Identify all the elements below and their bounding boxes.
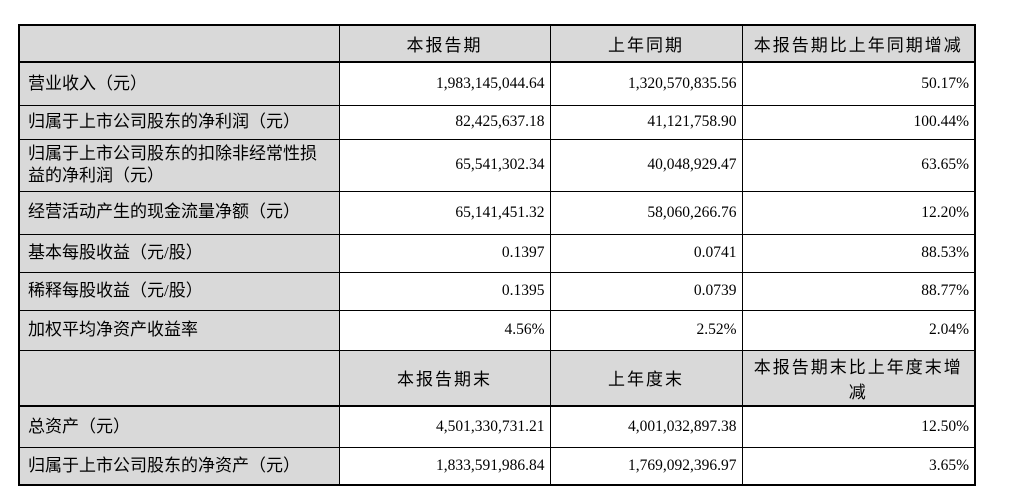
change-value-cell: 2.04% [741, 309, 976, 351]
table-row: 经营活动产生的现金流量净额（元） 65,141,451.32 58,060,26… [18, 190, 976, 235]
change-value-cell: 88.77% [741, 271, 976, 311]
table-header-row-period: 本报告期 上年同期 本报告期比上年同期增减 [18, 24, 976, 63]
current-value-cell: 65,541,302.34 [338, 138, 551, 192]
table-row: 归属于上市公司股东的扣除非经常性损 益的净利润（元） 65,541,302.34… [18, 138, 976, 192]
table-row: 加权平均净资产收益率 4.56% 2.52% 2.04% [18, 309, 976, 351]
header-prior-year-end: 上年度末 [549, 349, 743, 407]
prior-value-cell: 40,048,929.47 [549, 138, 743, 192]
table-row: 归属于上市公司股东的净利润（元） 82,425,637.18 41,121,75… [18, 104, 976, 140]
change-value-cell: 50.17% [741, 61, 976, 106]
prior-value-cell: 4,001,032,897.38 [549, 405, 743, 448]
current-value-cell: 4.56% [338, 309, 551, 351]
header-period-change: 本报告期比上年同期增减 [741, 24, 976, 63]
prior-value-cell: 2.52% [549, 309, 743, 351]
metric-label-cell: 总资产（元） [18, 405, 340, 448]
current-value-cell: 1,833,591,986.84 [338, 447, 551, 485]
header-period-end-change: 本报告期末比上年度末增减 [741, 349, 976, 407]
change-value-cell: 3.65% [741, 447, 976, 485]
metric-label-cell: 营业收入（元） [18, 61, 340, 106]
current-value-cell: 0.1397 [338, 233, 551, 273]
prior-value-cell: 41,121,758.90 [549, 104, 743, 140]
table-row: 稀释每股收益（元/股） 0.1395 0.0739 88.77% [18, 271, 976, 311]
metric-label-cell: 经营活动产生的现金流量净额（元） [18, 190, 340, 235]
metric-label-cell: 加权平均净资产收益率 [18, 309, 340, 351]
header-current-period-end: 本报告期末 [338, 349, 551, 407]
metric-label-cell: 归属于上市公司股东的净资产（元） [18, 447, 340, 485]
table-row: 营业收入（元） 1,983,145,044.64 1,320,570,835.5… [18, 61, 976, 106]
prior-value-cell: 1,320,570,835.56 [549, 61, 743, 106]
header-prior-period: 上年同期 [549, 24, 743, 63]
current-value-cell: 1,983,145,044.64 [338, 61, 551, 106]
change-value-cell: 88.53% [741, 233, 976, 273]
metric-label-cell: 稀释每股收益（元/股） [18, 271, 340, 311]
prior-value-cell: 0.0739 [549, 271, 743, 311]
table-row: 归属于上市公司股东的净资产（元） 1,833,591,986.84 1,769,… [18, 447, 976, 485]
table-row: 总资产（元） 4,501,330,731.21 4,001,032,897.38… [18, 405, 976, 448]
current-value-cell: 82,425,637.18 [338, 104, 551, 140]
metric-label-cell: 归属于上市公司股东的扣除非经常性损 益的净利润（元） [18, 138, 340, 192]
current-value-cell: 0.1395 [338, 271, 551, 311]
metric-label-cell: 基本每股收益（元/股） [18, 233, 340, 273]
change-value-cell: 63.65% [741, 138, 976, 192]
corner-cell [18, 349, 340, 407]
current-value-cell: 65,141,451.32 [338, 190, 551, 235]
prior-value-cell: 0.0741 [549, 233, 743, 273]
change-value-cell: 100.44% [741, 104, 976, 140]
change-value-cell: 12.50% [741, 405, 976, 448]
corner-cell [18, 24, 340, 63]
prior-value-cell: 1,769,092,396.97 [549, 447, 743, 485]
metric-label-cell: 归属于上市公司股东的净利润（元） [18, 104, 340, 140]
financial-summary-table: 本报告期 上年同期 本报告期比上年同期增减 营业收入（元） 1,983,145,… [18, 24, 976, 486]
header-current-period: 本报告期 [338, 24, 551, 63]
prior-value-cell: 58,060,266.76 [549, 190, 743, 235]
change-value-cell: 12.20% [741, 190, 976, 235]
table-row: 基本每股收益（元/股） 0.1397 0.0741 88.53% [18, 233, 976, 273]
current-value-cell: 4,501,330,731.21 [338, 405, 551, 448]
table-header-row-period-end: 本报告期末 上年度末 本报告期末比上年度末增减 [18, 349, 976, 407]
